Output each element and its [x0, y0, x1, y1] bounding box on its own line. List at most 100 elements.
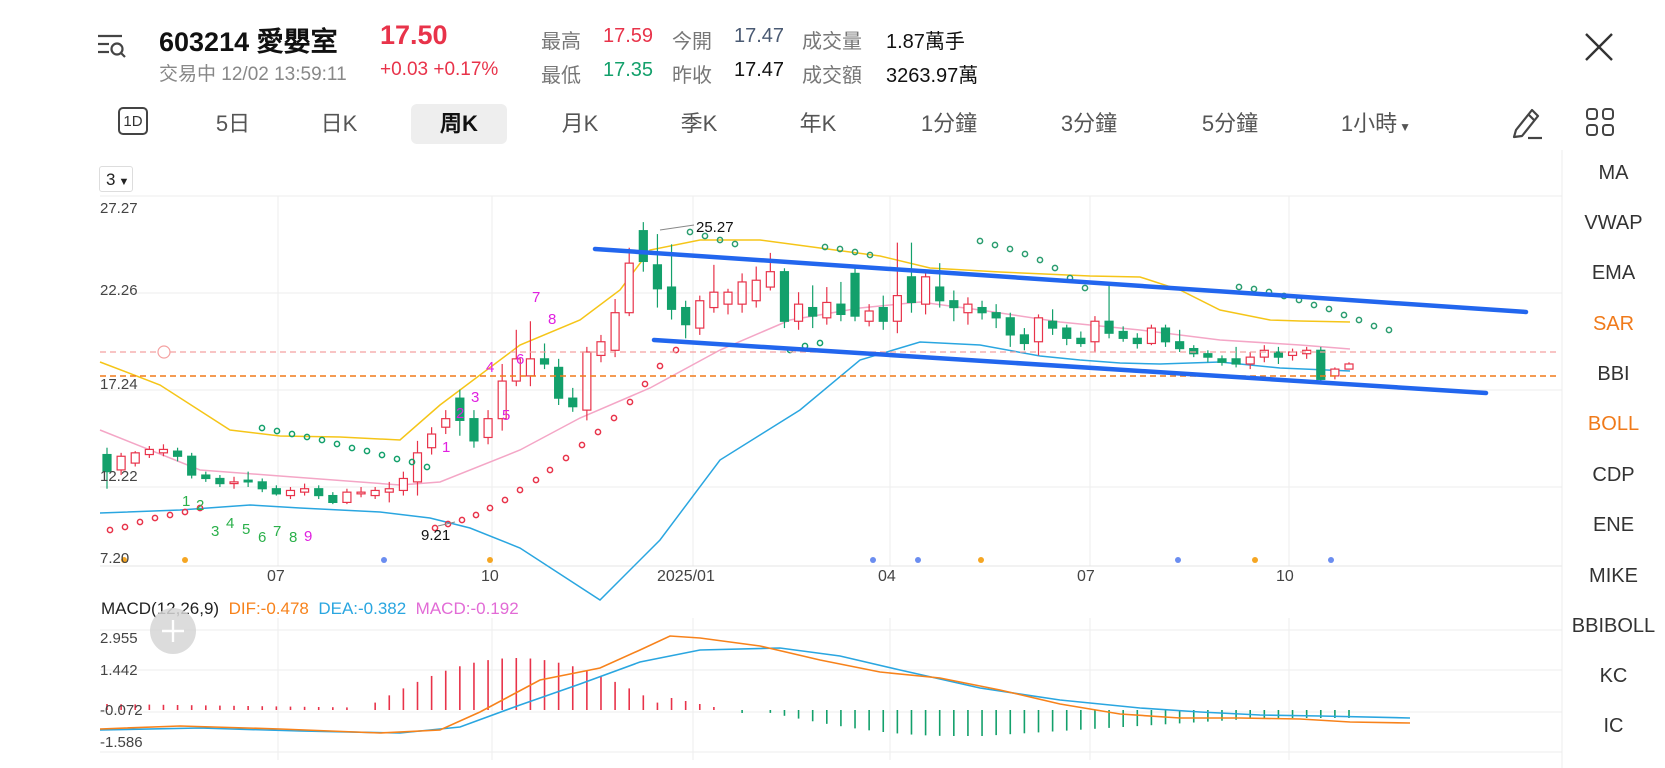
indicator-ma[interactable]: MA [1598, 162, 1629, 184]
candle-body [864, 310, 874, 322]
period-count-select[interactable]: 3 ▼ [99, 166, 133, 192]
candle-body [906, 276, 917, 304]
tab-1-min[interactable]: 1分鐘 [920, 111, 978, 136]
tab-monthly-k[interactable]: 月K [561, 111, 599, 136]
high-price-annotation: 25.27 [696, 219, 734, 236]
indicator-bbiboll[interactable]: BBIBOLL [1571, 615, 1656, 637]
candle-body [1330, 368, 1340, 377]
indicator-sar[interactable]: SAR [1592, 313, 1635, 335]
candle-body [201, 474, 211, 480]
candle-body [497, 380, 507, 420]
sar-dot [562, 454, 570, 462]
sar-dot [196, 504, 204, 512]
macd-value: MACD:-0.192 [415, 599, 519, 618]
quote-value-prev-close: 17.47 [734, 59, 785, 81]
quote-label-turnover: 成交額 [802, 65, 862, 87]
tab-5-min[interactable]: 5分鐘 [1201, 111, 1259, 136]
indicator-ic[interactable]: IC [1603, 715, 1624, 737]
candle-body [808, 306, 818, 317]
tab-3-min[interactable]: 3分鐘 [1060, 111, 1118, 136]
sar-dot [303, 433, 311, 441]
quote-value-turnover: 3263.97萬 [886, 65, 979, 87]
candle-body [949, 300, 959, 309]
x-tick-label: 07 [267, 568, 285, 585]
tab-5-day[interactable]: 5日 [215, 111, 251, 136]
indicator-cdp[interactable]: CDP [1592, 464, 1635, 486]
indicator-bbi[interactable]: BBI [1597, 363, 1630, 385]
macd-dif: DIF:-0.478 [228, 599, 309, 618]
candle-body [539, 358, 550, 365]
tab-quarterly-k[interactable]: 季K [680, 111, 718, 136]
td-down-count: 3 [211, 523, 219, 540]
candle-body [709, 291, 719, 309]
candle-body [412, 452, 423, 483]
candle-body [624, 262, 634, 314]
layout-grid-icon[interactable] [1584, 106, 1616, 138]
tab-1-hour[interactable]: 1小時 ▼ [1336, 104, 1416, 144]
td-down-count: 6 [258, 529, 266, 546]
sar-dot [546, 466, 554, 474]
candle-body [271, 488, 281, 495]
boll-upper-line [99, 239, 1351, 441]
indicator-ene[interactable]: ENE [1592, 514, 1635, 536]
sar-dot [408, 458, 416, 466]
candle-body [299, 488, 310, 493]
sar-dot [431, 524, 439, 532]
indicator-ema[interactable]: EMA [1591, 262, 1636, 284]
sar-dot [731, 240, 739, 248]
candle-body [1245, 356, 1255, 365]
quote-label-open: 今開 [672, 31, 712, 53]
sar-dot [821, 243, 829, 251]
chevron-down-icon: ▼ [118, 176, 130, 188]
candle-body [977, 306, 987, 314]
candle-body [384, 488, 394, 493]
td-down-count: 9 [304, 528, 312, 545]
tab-daily-k[interactable]: 日K [320, 111, 358, 136]
sar-dot [594, 428, 602, 436]
price-change: +0.03 +0.17% [380, 59, 499, 80]
y-tick-label: 12.22 [100, 468, 138, 485]
indicator-boll[interactable]: BOLL [1587, 413, 1640, 435]
candle-body [779, 271, 790, 322]
candle-body [187, 455, 197, 476]
sar-dot [378, 451, 386, 459]
sar-dot [136, 518, 144, 526]
tab-yearly-k[interactable]: 年K [799, 111, 837, 136]
macd-y-tick-label: -0.072 [100, 702, 143, 719]
candle-body [1104, 320, 1114, 334]
quote-value-high: 17.59 [603, 25, 654, 47]
sar-dot [181, 508, 189, 516]
tab-1d[interactable]: 1D [118, 107, 148, 135]
pencil-draw-icon[interactable] [1508, 104, 1544, 140]
td-up-count: 3 [471, 389, 479, 406]
quote-value-volume: 1.87萬手 [886, 31, 965, 53]
candle-body [1062, 327, 1072, 339]
candle-body [342, 491, 352, 504]
x-tick-label: 10 [481, 568, 499, 585]
sar-dot [363, 447, 371, 455]
candle-body [850, 272, 860, 317]
candle-body [751, 279, 761, 302]
sar-dot [1036, 256, 1044, 264]
close-icon[interactable] [1582, 30, 1616, 64]
sar-dot [851, 248, 859, 256]
candle-body [525, 358, 536, 377]
candle-body [610, 312, 620, 351]
candle-body [1231, 358, 1241, 365]
indicator-kc[interactable]: KC [1599, 665, 1628, 687]
dif-line [99, 635, 1411, 734]
sar-dot [1385, 326, 1393, 334]
add-indicator-button[interactable] [150, 608, 196, 654]
sar-dot [333, 440, 341, 448]
event-marker [1328, 557, 1334, 563]
event-marker [121, 557, 127, 563]
indicator-vwap[interactable]: VWAP [1584, 212, 1643, 234]
list-search-icon[interactable] [96, 30, 128, 62]
tab-weekly-k[interactable]: 周K [411, 104, 507, 144]
candle-body [1189, 347, 1199, 355]
indicator-mike[interactable]: MIKE [1589, 565, 1638, 587]
macd-y-tick-label: 2.955 [100, 630, 138, 647]
candle-body [878, 306, 888, 322]
candle-body [793, 303, 804, 322]
